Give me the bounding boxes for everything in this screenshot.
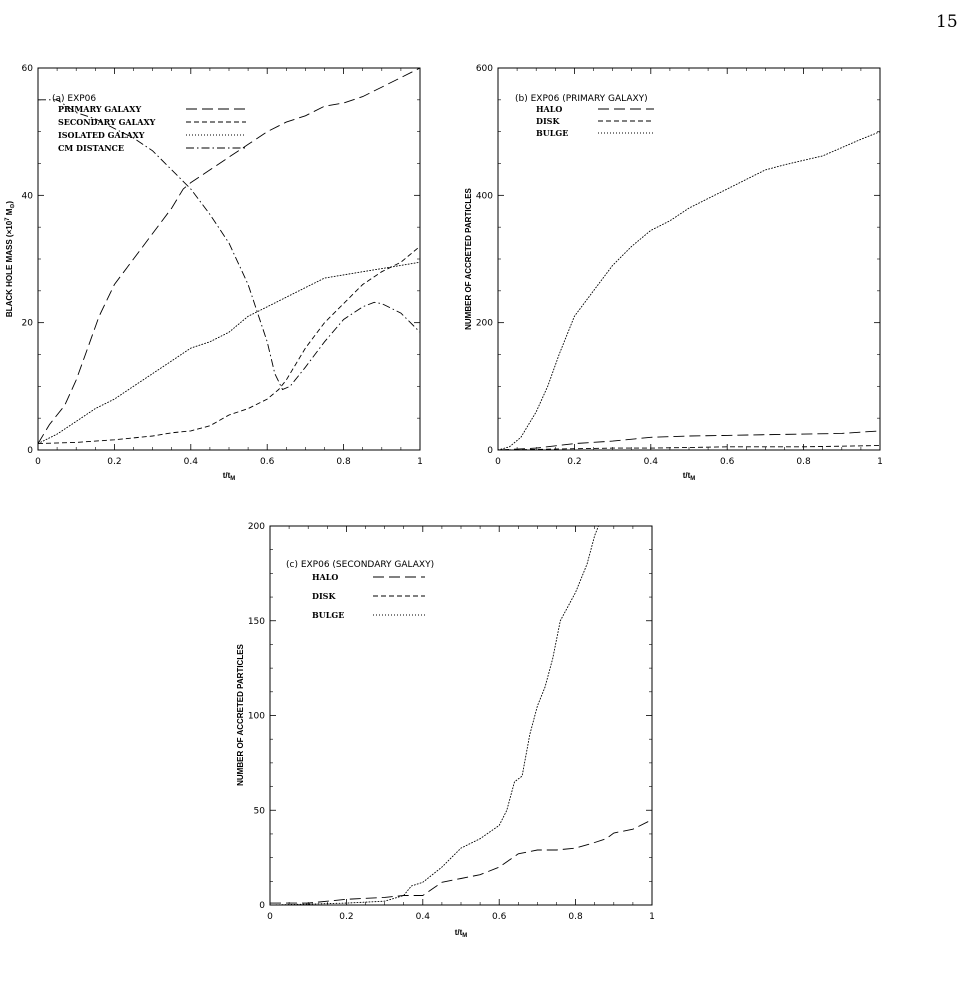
x-axis-title-text: t/t [683, 471, 691, 480]
x-tick-label: 0.6 [492, 912, 507, 922]
x-axis-title-subscript: M [690, 476, 695, 482]
legend-label: SECONDARY GALAXY [58, 117, 156, 127]
y-axis-title-text: NUMBER OF ACCRETED PARTICLES [464, 187, 473, 329]
y-tick-label: 150 [248, 617, 265, 627]
y-tick-label: 0 [487, 446, 493, 456]
y-tick-label: 40 [22, 191, 34, 201]
page-number: 15 [936, 12, 958, 32]
x-tick-label: 0.4 [644, 457, 659, 467]
series-line-cm-distance [38, 99, 421, 391]
series-line-primary-galaxy [37, 67, 421, 444]
legend-label: HALO [536, 104, 562, 114]
series-line-halo [270, 819, 653, 904]
y-axis-title-unit: M [5, 208, 14, 217]
y-tick-label: 20 [22, 319, 34, 329]
y-tick-label: 600 [476, 64, 493, 74]
y-tick-label: 200 [248, 522, 265, 532]
series-line-isolated-galaxy [37, 261, 421, 445]
x-tick-label: 0 [35, 457, 41, 467]
y-axis-title-close: ) [5, 201, 14, 204]
x-tick-label: 0.2 [567, 457, 581, 467]
legend-label: DISK [536, 116, 560, 126]
legend-label: DISK [312, 591, 336, 601]
y-axis-title-text: NUMBER OF ACCRETED PARTICLES [236, 643, 245, 785]
x-tick-label: 0 [267, 912, 273, 922]
y-axis-title: BLACK HOLE MASS (×107 M⊙) [5, 201, 16, 318]
series-line-secondary-galaxy [37, 245, 421, 445]
y-axis-title: NUMBER OF ACCRETED PARTICLES [236, 643, 245, 785]
legend-label: BULGE [312, 610, 344, 620]
x-tick-label: 0.8 [336, 457, 351, 467]
x-tick-label: 0.4 [416, 912, 431, 922]
y-tick-label: 0 [27, 446, 33, 456]
y-tick-label: 60 [22, 64, 34, 74]
y-axis-title-unit-subscript: ⊙ [10, 204, 16, 209]
x-tick-label: 1 [877, 457, 883, 467]
x-axis-title-text: t/t [455, 928, 463, 937]
legend-label: BULGE [536, 128, 568, 138]
x-axis-title-subscript: M [462, 933, 467, 939]
legend-label: CM DISTANCE [58, 143, 124, 153]
x-tick-label: 0 [495, 457, 501, 467]
x-tick-label: 0.6 [260, 457, 275, 467]
chart-panel-b: 0 0.2 0.4 0.6 0.8 1 0 200 400 600 t/tM NUMBER OF AC… [464, 64, 883, 482]
series-line-bulge [497, 131, 881, 451]
legend-label: PRIMARY GALAXY [58, 104, 141, 114]
x-tick-label: 0.2 [107, 457, 121, 467]
chart-panel-c: 0 0.2 0.4 0.6 0.8 1 0 50 100 150 200 t/tM NUMBER OF … [236, 522, 655, 939]
y-tick-label: 0 [259, 901, 265, 911]
x-axis-title-subscript: M [230, 476, 235, 482]
panel-label: (c) EXP06 (SECONDARY GALAXY) [286, 560, 434, 570]
x-tick-label: 0.8 [796, 457, 811, 467]
x-tick-label: 0.2 [339, 912, 353, 922]
x-tick-label: 0.8 [568, 912, 583, 922]
y-tick-label: 400 [476, 191, 493, 201]
x-axis-title: t/tM [223, 471, 236, 482]
y-tick-label: 100 [248, 712, 265, 722]
y-axis-title-text: BLACK HOLE MASS (×10 [5, 220, 14, 317]
y-tick-label: 50 [254, 806, 266, 816]
y-axis-title-superscript: 7 [5, 217, 11, 221]
y-axis-title: NUMBER OF ACCRETED PARTICLES [464, 187, 473, 329]
legend-label: ISOLATED GALAXY [58, 130, 145, 140]
x-tick-label: 1 [417, 457, 423, 467]
panel-label: (a) EXP06 [52, 94, 96, 104]
x-axis-title-text: t/t [223, 471, 231, 480]
x-tick-label: 1 [649, 912, 655, 922]
x-axis-title: t/tM [683, 471, 696, 482]
x-axis-title: t/tM [455, 928, 468, 939]
x-tick-label: 0.4 [184, 457, 199, 467]
legend-label: HALO [312, 572, 338, 582]
y-tick-label: 200 [476, 319, 493, 329]
panel-label: (b) EXP06 (PRIMARY GALAXY) [515, 94, 648, 104]
series-line-bulge [269, 525, 599, 906]
x-tick-label: 0.6 [720, 457, 735, 467]
